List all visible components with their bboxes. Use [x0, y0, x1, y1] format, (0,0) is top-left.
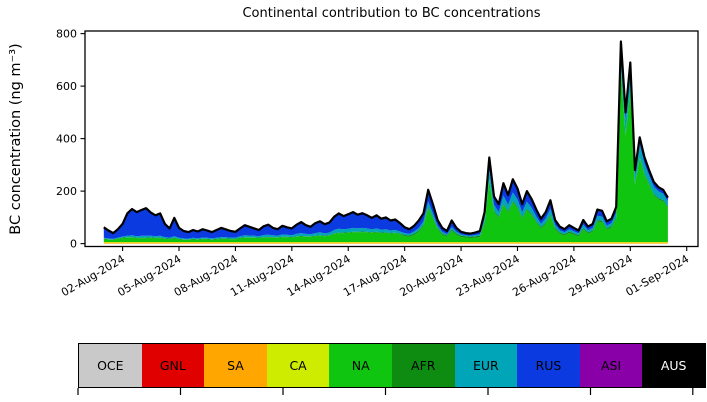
- legend-label-gnl: GNL: [159, 358, 186, 373]
- y-tick-label: 600: [56, 80, 77, 93]
- plot-border: [84, 30, 699, 248]
- area-sa: [103, 242, 668, 244]
- legend-item-eur: EUR: [454, 344, 518, 387]
- legend-item-oce: OCE: [79, 344, 142, 387]
- area-afr: [103, 69, 668, 240]
- legend-label-sa: SA: [227, 358, 244, 373]
- legend-item-gnl: GNL: [141, 344, 205, 387]
- y-tick-label: 800: [56, 27, 77, 40]
- legend-label-na: NA: [351, 358, 370, 373]
- legend-label-eur: EUR: [472, 358, 499, 373]
- legend-label-aus: AUS: [660, 358, 687, 373]
- legend-item-asi: ASI: [579, 344, 643, 387]
- continent-legend: OCE GNL SA CA NA AFR EUR RUS ASI AUS: [78, 343, 706, 388]
- legend-item-na: NA: [329, 344, 392, 387]
- x-tick-label: 01-Sep-2024: [623, 252, 691, 299]
- legend-label-oce: OCE: [97, 358, 124, 373]
- legend-item-ca: CA: [266, 344, 330, 387]
- legend-item-rus: RUS: [517, 344, 580, 387]
- y-tick-label: 200: [56, 185, 77, 198]
- legend-label-ca: CA: [289, 358, 307, 373]
- x-tick-label: 29-Aug-2024: [567, 252, 635, 299]
- area-rus: [103, 42, 668, 239]
- y-tick-label: 0: [70, 237, 77, 250]
- area-eur: [103, 51, 668, 240]
- legend-label-asi: ASI: [600, 358, 622, 373]
- legend-item-sa: SA: [204, 344, 267, 387]
- area-ca: [103, 242, 668, 243]
- legend-label-afr: AFR: [411, 358, 436, 373]
- area-asi: [103, 41, 668, 234]
- chart-title: Continental contribution to BC concentra…: [242, 6, 541, 21]
- total-bc-line: [103, 40, 669, 235]
- y-tick-label: 400: [56, 132, 77, 145]
- legend-label-rus: RUS: [535, 358, 562, 373]
- legend-item-afr: AFR: [391, 344, 455, 387]
- legend-item-aus: AUS: [642, 344, 705, 387]
